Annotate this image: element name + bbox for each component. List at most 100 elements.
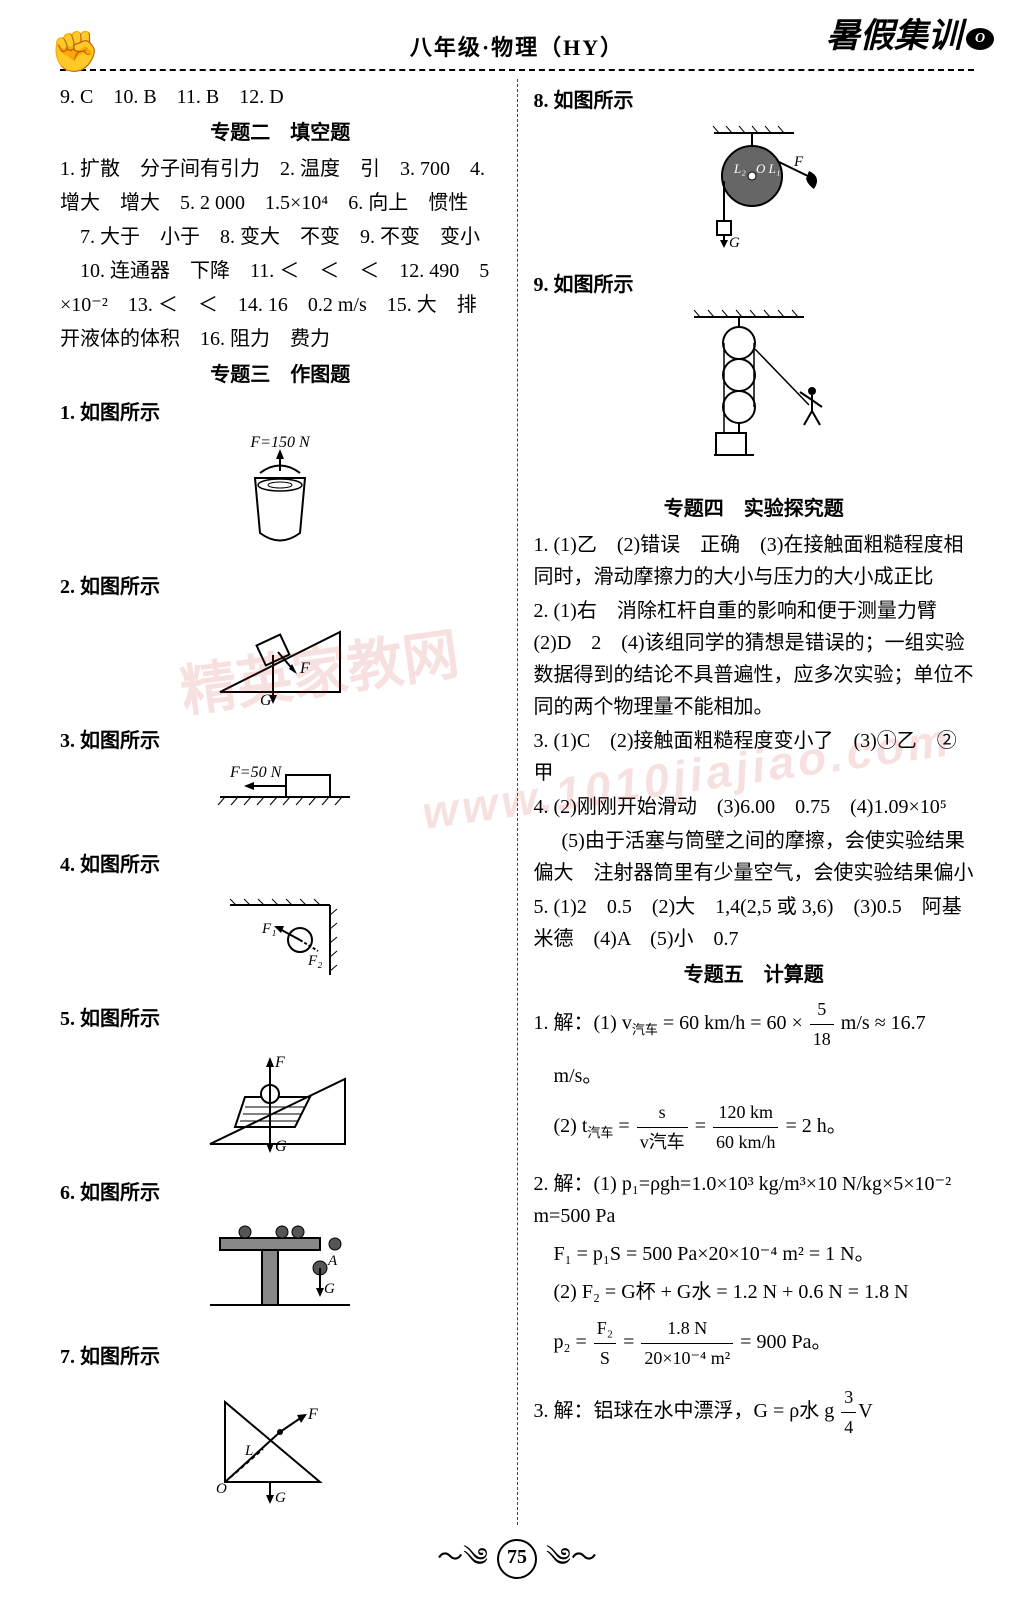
calc1-unit: m/s。 [554,1060,975,1092]
fig4-diagram: F₁ F₂ [60,885,501,995]
fist-icon: ✊ [50,20,100,84]
fill-blank-line: 增大 增大 5. 2 000 1.5×10⁴ 6. 向上 惯性 [60,187,501,219]
fig9-label: 9. 如图所示 [534,269,975,301]
page-header: ✊ 八年级·物理（HY） 暑假集训O [60,30,974,71]
c12a: (2) t [554,1115,588,1137]
page: 精英家教网 www.1010jiajiao.com ✊ 八年级·物理（HY） 暑… [0,0,1024,1609]
svg-text:F: F [274,1054,285,1071]
fill-blank-line: 7. 大于 小于 8. 变大 不变 9. 不变 变小 [60,221,501,253]
page-footer: 〜༄ 75 ༄〜 [60,1537,974,1579]
header-title: 八年级·物理（HY） [410,30,624,65]
fig1-diagram: F=150 N [60,433,501,563]
c12b: = [613,1115,634,1137]
flourish-left-icon: 〜༄ [437,1537,488,1579]
c1-sub: 汽车 [632,1022,658,1037]
fig5-label: 5. 如图所示 [60,1003,501,1035]
fig3-label: 3. 如图所示 [60,725,501,757]
fig2-diagram: F G [60,607,501,717]
column-divider [517,79,518,1525]
section2-title: 专题二 填空题 [60,117,501,149]
frac-5-18: 518 [810,995,834,1054]
svg-text:F₂: F₂ [307,953,322,969]
svg-text:G: G [729,235,740,251]
svg-text:O: O [216,1481,227,1497]
fill-blank-line: 10. 连通器 下降 11. ＜ ＜ ＜ 12. 490 5 [60,255,501,287]
header-right: 暑假集训O [826,10,994,64]
frac-3-4: 34 [841,1383,856,1442]
frac-den: 18 [810,1025,834,1054]
svg-text:F: F [307,1406,318,1423]
page-number: 75 [497,1539,537,1579]
q4-2: 2. (1)右 消除杠杆自重的影响和便于测量力臂 (2)D 2 (4)该组同学的… [534,595,975,723]
svg-text:F: F [793,154,804,170]
q4-1: 1. (1)乙 (2)错误 正确 (3)在接触面粗糙程度相同时，滑动摩擦力的大小… [534,529,975,593]
right-column: 8. 如图所示 L₂ O L₁ G [534,79,975,1525]
frac-num: 5 [810,995,834,1025]
c3d: 4 [841,1413,856,1442]
svg-text:G: G [275,1490,286,1506]
fig6-diagram: A G [60,1213,501,1333]
left-column: 9. C 10. B 11. B 12. D 专题二 填空题 1. 扩散 分子间… [60,79,501,1525]
calc2-line3: (2) F₂ = G杯 + G水 = 1.2 N + 0.6 N = 1.8 N [554,1276,975,1308]
fig6-label: 6. 如图所示 [60,1177,501,1209]
c24a: p₂ = [554,1331,592,1353]
c12sub: 汽车 [587,1125,613,1140]
svg-text:G: G [275,1138,287,1155]
fill-blank-line: 1. 扩散 分子间有引力 2. 温度 引 3. 700 4. [60,153,501,185]
fig8-label: 8. 如图所示 [534,85,975,117]
fig4-label: 4. 如图所示 [60,849,501,881]
fr1n: s [637,1098,688,1128]
fig1-label: 1. 如图所示 [60,397,501,429]
c24c: = 900 Pa。 [735,1331,831,1353]
fr2n: 120 km [713,1098,779,1128]
svg-text:L₂: L₂ [733,161,746,176]
q4-4a: 4. (2)刚刚开始滑动 (3)6.00 0.75 (4)1.09×10⁵ [534,791,975,823]
frac-120-60: 120 km60 km/h [713,1098,779,1157]
fig9-diagram [534,305,975,485]
svg-text:O L₁: O L₁ [756,161,780,176]
c1-a: = 60 km/h = 60 × [658,1012,808,1034]
c24f2n: 1.8 N [641,1314,733,1344]
svg-text:A: A [327,1253,338,1269]
c24b: = [618,1331,639,1353]
calc1-line2: (2) t汽车 = sv汽车 = 120 km60 km/h = 2 h。 [554,1098,975,1157]
fr2d: 60 km/h [713,1128,779,1157]
fig7-label: 7. 如图所示 [60,1341,501,1373]
c3n: 3 [841,1383,856,1413]
fill-blank-line: 开液体的体积 16. 阻力 费力 [60,323,501,355]
fr1d: v汽车 [637,1128,688,1157]
fig3-diagram: F=50 N [60,761,501,841]
c24f2d: 20×10⁻⁴ m² [641,1344,733,1373]
frac-sv: sv汽车 [637,1098,688,1157]
fill-blank-line: ×10⁻² 13. ＜ ＜ 14. 16 0.2 m/s 15. 大 排 [60,289,501,321]
c3a: 3. 解：铝球在水中漂浮，G = ρ水 g [534,1400,840,1422]
calc2-line4: p₂ = F₂S = 1.8 N20×10⁻⁴ m² = 900 Pa。 [554,1314,975,1373]
header-right-text: 暑假集训 [826,18,962,55]
c1-pre: 1. 解：(1) v [534,1012,632,1034]
section4-title: 专题四 实验探究题 [534,493,975,525]
svg-text:L: L [244,1443,253,1459]
fig5-diagram: F G [60,1039,501,1169]
calc3-line: 3. 解：铝球在水中漂浮，G = ρ水 g 34V [534,1383,975,1442]
frac-f2s: F₂S [594,1314,616,1373]
fig1-caption: F=150 N [250,434,312,451]
header-badge: O [966,28,994,50]
svg-text:G: G [324,1281,335,1297]
c12c: = [690,1115,711,1137]
svg-text:F: F [299,660,310,677]
content-columns: 9. C 10. B 11. B 12. D 专题二 填空题 1. 扩散 分子间… [60,79,974,1525]
svg-text:F₁: F₁ [261,921,276,937]
section3-title: 专题三 作图题 [60,359,501,391]
calc2-line2: F₁ = p₁S = 500 Pa×20×10⁻⁴ m² = 1 N。 [554,1238,975,1270]
c24f1d: S [594,1344,616,1373]
c24f1n: F₂ [594,1314,616,1344]
calc1-line1: 1. 解：(1) v汽车 = 60 km/h = 60 × 518 m/s ≈ … [534,995,975,1054]
fig7-diagram: L F O G [60,1377,501,1517]
c12d: = 2 h。 [780,1115,846,1137]
q4-3: 3. (1)C (2)接触面粗糙程度变小了 (3)①乙 ②甲 [534,725,975,789]
c1-b: m/s ≈ 16.7 [836,1012,926,1034]
calc2-line1: 2. 解：(1) p₁=ρgh=1.0×10³ kg/m³×10 N/kg×5×… [534,1168,975,1232]
c3b: V [858,1400,872,1422]
flourish-right-icon: ༄〜 [546,1537,597,1579]
svg-text:G: G [260,692,272,707]
